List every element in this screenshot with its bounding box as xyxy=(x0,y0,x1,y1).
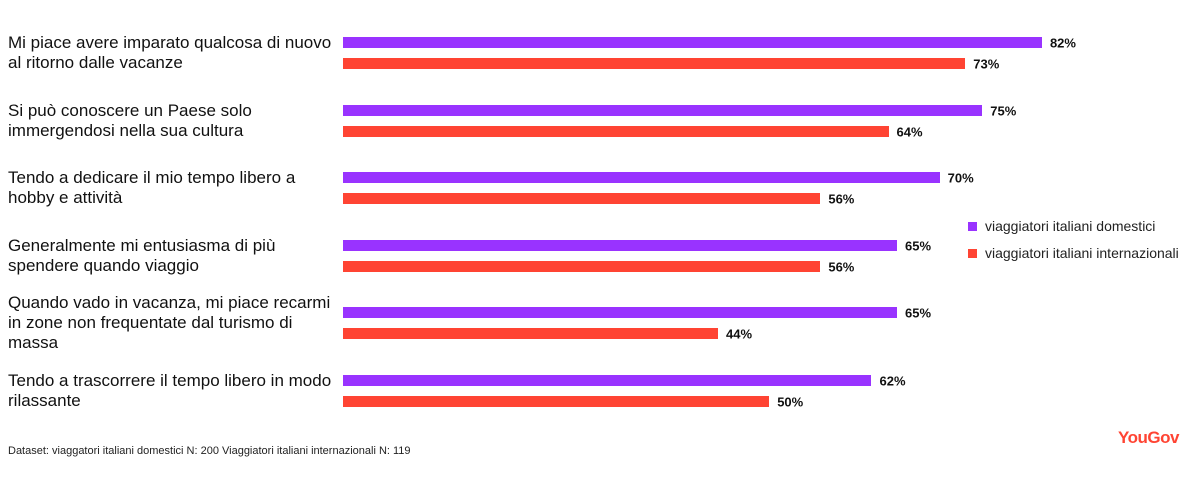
legend-item: viaggiatori italiani domestici xyxy=(968,218,1155,234)
bar xyxy=(343,193,821,205)
bar xyxy=(343,307,898,319)
value-label: 65% xyxy=(905,305,932,321)
bar xyxy=(343,125,889,137)
bar xyxy=(343,37,1042,48)
bar xyxy=(343,328,719,340)
legend-label: viaggiatori italiani domestici xyxy=(985,218,1156,234)
value-label: 50% xyxy=(777,394,804,410)
legend-swatch xyxy=(968,248,977,258)
value-label: 56% xyxy=(828,191,855,207)
value-label: 73% xyxy=(973,56,1000,72)
bar xyxy=(343,58,966,69)
bar xyxy=(343,172,940,184)
legend-label: viaggiatori italiani internazionali xyxy=(985,245,1179,261)
category-label: Generalmente mi entusiasma di più spende… xyxy=(8,235,276,275)
category-label: Quando vado in vacanza, mi piace recarmi… xyxy=(8,293,331,353)
value-label: 56% xyxy=(828,259,855,275)
value-label: 75% xyxy=(990,103,1017,119)
value-label: 70% xyxy=(947,170,974,186)
legend-item: viaggiatori italiani internazionali xyxy=(968,245,1179,261)
category-label: Si può conoscere un Paese solo immergend… xyxy=(8,100,252,140)
value-label: 65% xyxy=(905,238,932,254)
bar xyxy=(343,260,821,272)
source-note: Dataset: viaggatori italiani domestici N… xyxy=(8,445,411,457)
bar xyxy=(343,375,872,386)
bar xyxy=(343,396,770,407)
category-label: Tendo a trascorrere il tempo libero in m… xyxy=(8,371,332,410)
logo: YouGov xyxy=(1118,428,1179,447)
bar xyxy=(343,239,898,251)
legend-swatch xyxy=(968,221,977,231)
category-label: Mi piace avere imparato qualcosa di nuov… xyxy=(8,33,332,72)
value-label: 64% xyxy=(896,124,923,140)
bar xyxy=(343,104,983,116)
value-label: 82% xyxy=(1049,35,1076,51)
value-label: 44% xyxy=(726,326,753,342)
value-label: 62% xyxy=(879,373,906,389)
category-label: Tendo a dedicare il mio tempo libero a h… xyxy=(8,168,296,208)
